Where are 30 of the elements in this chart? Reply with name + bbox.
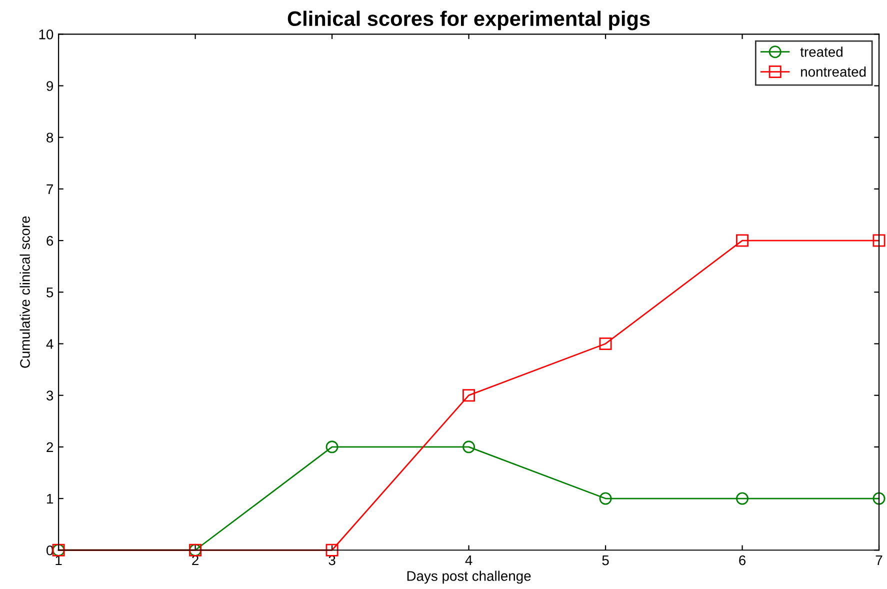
y-tick-label: 2 (46, 442, 53, 452)
point (599, 492, 612, 505)
x-tick-label: 5 (602, 555, 609, 566)
x-tick-label: 4 (465, 555, 472, 566)
point (462, 389, 476, 402)
y-axis-title: Cumulative clinical score (20, 216, 30, 368)
y-tick-label: 3 (46, 390, 54, 401)
y-tick-label: 10 (39, 29, 54, 40)
y-tick-label: 8 (46, 132, 54, 143)
y-tick-label: 1 (47, 494, 54, 504)
chart-title: Clinical scores for experimental pigs (288, 10, 650, 30)
y-tick-label: 5 (46, 288, 54, 298)
point (326, 440, 338, 454)
x-tick-label: 7 (876, 555, 882, 566)
point (736, 492, 749, 505)
point (326, 544, 338, 556)
y-tick-label: 6 (46, 236, 54, 246)
point (736, 234, 749, 247)
x-tick-label: 6 (739, 555, 746, 566)
legend-label: treated (800, 46, 842, 57)
x-axis-title: Days post challenge (407, 570, 531, 584)
point (872, 492, 886, 505)
y-tick-label: 9 (46, 81, 54, 91)
legend-label: nontreated (801, 66, 866, 77)
x-tick-label: 1 (56, 555, 62, 566)
point (599, 337, 612, 350)
point (462, 440, 476, 454)
point (872, 234, 886, 247)
y-tick-label: 7 (46, 184, 53, 194)
y-tick-label: 4 (46, 339, 54, 349)
